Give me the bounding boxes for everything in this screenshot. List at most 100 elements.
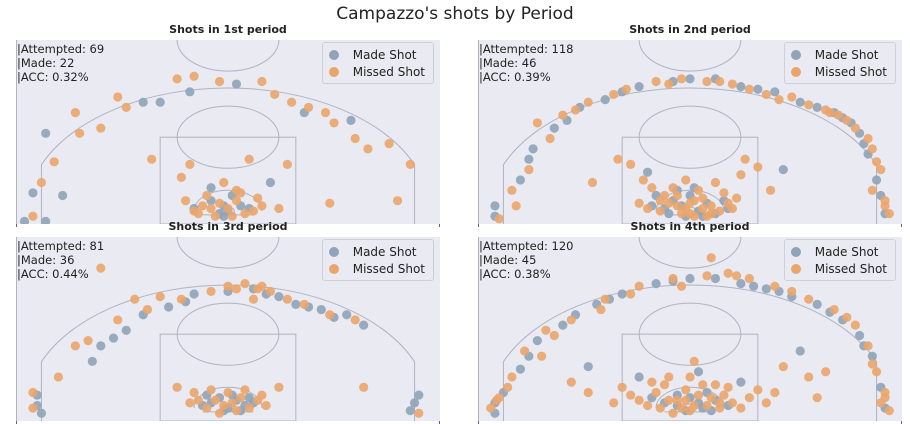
missed-shot-point: [70, 107, 80, 118]
made-shot-point: [515, 175, 525, 185]
missed-shot-point: [681, 175, 691, 185]
legend-missed: Missed Shot: [328, 260, 425, 277]
missed-shot-point: [804, 294, 814, 304]
missed-shot-point: [240, 209, 250, 219]
missed-shot-point: [702, 400, 712, 411]
missed-shot-point: [206, 385, 216, 395]
missed-shot-point: [206, 203, 216, 214]
made-shot-point: [710, 273, 721, 284]
made-shot-point: [405, 406, 415, 416]
missed-shot-point: [28, 387, 38, 398]
missed-shot-point: [617, 382, 627, 392]
made-shot-point: [121, 325, 131, 335]
made-shot-point: [651, 279, 661, 289]
stat-attempted: |Attempted: 69: [17, 42, 105, 56]
made-shot-point: [685, 74, 695, 84]
missed-shot-point: [325, 198, 335, 208]
missed-shot-point: [812, 393, 822, 403]
made-shot-point: [409, 398, 420, 408]
missed-shot-point: [541, 325, 551, 335]
missed-shot-point: [626, 390, 636, 400]
missed-shot-point: [113, 92, 123, 102]
missed-shot-point: [155, 292, 165, 302]
missed-shot-point: [219, 400, 229, 411]
missed-shot-point: [668, 408, 678, 418]
missed-shot-point: [350, 315, 360, 325]
missed-shot-point: [727, 203, 737, 214]
missed-shot-point: [655, 206, 665, 216]
shot-stats: |Attempted: 120 |Made: 45 |ACC: 0.38%: [479, 239, 574, 281]
missed-shot-point: [587, 177, 598, 188]
missed-shot-point: [833, 110, 843, 120]
chart-panel: Shots in 1st period |Attempted: 69 |Made: …: [16, 20, 440, 227]
made-shot-point: [778, 164, 788, 175]
missed-shot-point: [193, 209, 203, 219]
missed-shot-point: [706, 209, 716, 219]
stat-acc: |ACC: 0.44%: [17, 267, 89, 281]
missed-shot-point: [172, 382, 182, 392]
missed-shot-point: [609, 398, 619, 408]
missed-shot-point: [693, 185, 704, 195]
made-shot-point: [643, 167, 653, 177]
plot-area: |Attempted: 120 |Made: 45 |ACC: 0.38% Made …: [478, 237, 902, 421]
missed-shot-point: [715, 398, 725, 408]
missed-shot-point: [537, 351, 547, 361]
missed-shot-point: [532, 118, 542, 128]
legend-marker: [328, 263, 339, 274]
missed-shot-point: [867, 144, 877, 154]
made-shot-point: [812, 299, 822, 309]
missed-shot-point: [778, 361, 788, 372]
missed-shot-point: [113, 315, 123, 325]
missed-shot-point: [261, 400, 271, 411]
made-shots-series: [32, 284, 424, 418]
missed-shot-point: [405, 159, 415, 169]
made-shot-point: [164, 302, 174, 312]
court-lines: [478, 40, 878, 224]
missed-shot-point: [257, 76, 267, 87]
legend: Made Shot Missed Shot: [783, 239, 896, 281]
missed-shot-point: [723, 382, 733, 392]
missed-shot-point: [744, 273, 754, 284]
missed-shot-point: [863, 133, 873, 144]
missed-shot-point: [583, 97, 593, 107]
stat-attempted: |Attempted: 120: [479, 239, 574, 253]
chart-title: Shots in 4th period: [630, 220, 750, 233]
stat-acc: |ACC: 0.39%: [479, 70, 551, 84]
made-shot-point: [316, 304, 326, 315]
made-shot-point: [753, 84, 763, 94]
missed-shot-point: [655, 196, 665, 206]
missed-shot-point: [681, 385, 691, 395]
axis-tick: [901, 224, 902, 227]
legend-marker: [790, 263, 801, 274]
missed-shot-point: [28, 211, 38, 221]
figure-title: Campazzo's shots by Period: [336, 4, 574, 24]
made-shot-point: [515, 364, 525, 374]
missed-shot-point: [664, 395, 674, 405]
missed-shot-point: [223, 281, 233, 291]
plot-area: |Attempted: 118 |Made: 46 |ACC: 0.39% Made …: [478, 40, 902, 224]
missed-shot-point: [274, 382, 284, 392]
missed-shot-point: [719, 188, 729, 198]
missed-shot-point: [75, 128, 85, 138]
missed-shot-point: [710, 380, 721, 390]
made-shot-point: [244, 393, 254, 403]
missed-shot-point: [545, 133, 555, 144]
missed-shot-point: [672, 395, 682, 405]
legend-label: Made Shot: [814, 47, 879, 62]
made-shot-point: [155, 97, 165, 107]
missed-shot-point: [867, 359, 877, 369]
missed-shot-point: [240, 279, 250, 289]
missed-shot-point: [210, 395, 220, 405]
missed-shot-point: [566, 377, 576, 387]
missed-shot-point: [570, 105, 581, 115]
missed-shot-point: [130, 294, 140, 304]
shot-stats: |Attempted: 69 |Made: 22 |ACC: 0.32%: [17, 42, 104, 84]
missed-shot-point: [609, 89, 619, 100]
made-shot-point: [736, 82, 746, 92]
missed-shot-point: [634, 198, 644, 208]
stat-attempted: |Attempted: 118: [479, 42, 574, 56]
missed-shot-point: [210, 211, 220, 221]
chart-title: Shots in 1st period: [169, 23, 287, 36]
missed-shot-point: [248, 294, 259, 304]
made-shot-point: [664, 209, 674, 219]
